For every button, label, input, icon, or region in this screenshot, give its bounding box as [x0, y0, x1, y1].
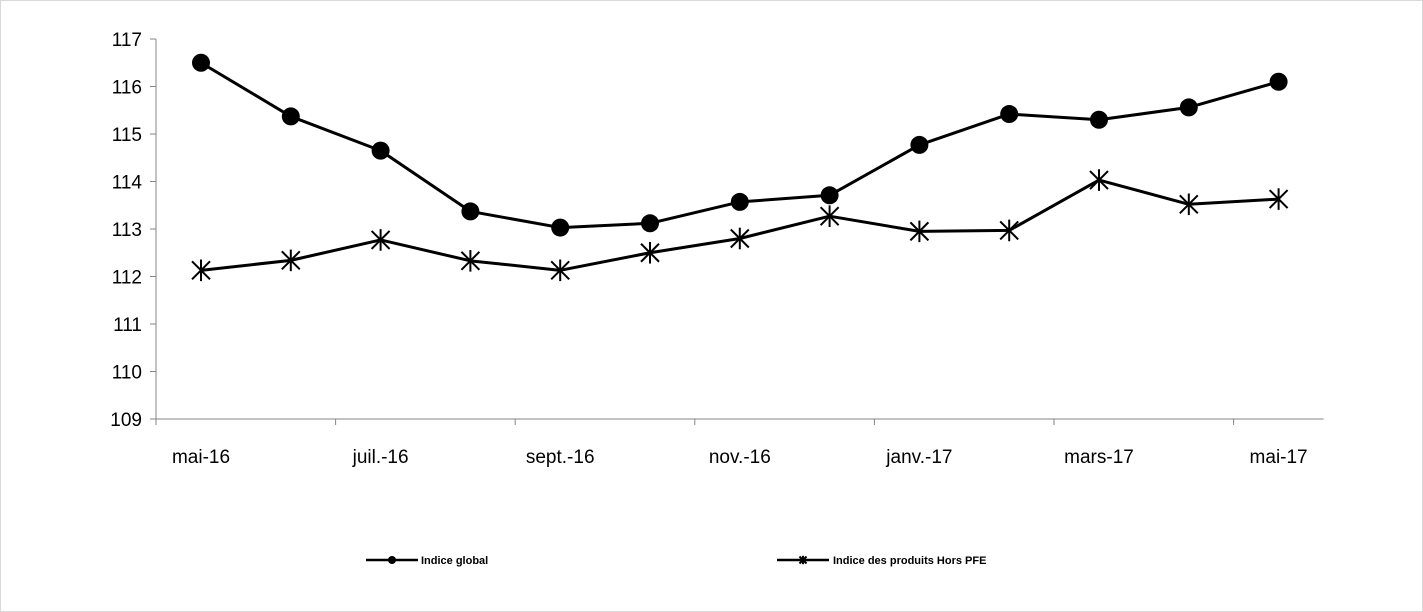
legend: Indice global Indice des produits Hors PF…	[366, 555, 986, 567]
y-tick-label: 117	[112, 30, 142, 51]
y-tick-label: 113	[112, 220, 142, 241]
data-point	[460, 250, 481, 272]
data-point	[371, 141, 390, 160]
data-point	[1000, 105, 1019, 124]
y-tick-label: 112	[112, 268, 142, 289]
data-point	[1179, 98, 1198, 117]
y-tick-label: 109	[110, 410, 142, 431]
data-point	[819, 205, 840, 227]
data-point	[550, 259, 570, 282]
data-point	[1268, 188, 1289, 210]
data-point	[461, 202, 480, 221]
x-tick-label: sept.-16	[526, 447, 595, 468]
x-tick-label: janv.-17	[885, 447, 952, 468]
data-point	[551, 218, 570, 237]
y-tick-label: 115	[112, 125, 142, 146]
series-layer	[191, 53, 1289, 282]
data-point	[730, 227, 750, 250]
legend-label: Indice des produits Hors PFE	[833, 555, 986, 567]
x-tick-label: mars-17	[1064, 447, 1134, 468]
y-tick-label: 116	[112, 78, 142, 99]
x-tick-label: juil.-16	[352, 447, 409, 468]
data-point	[191, 259, 211, 282]
x-tick-label: mai-17	[1250, 447, 1308, 468]
axes: 109 110 111 112 113 114 115 116 117 mai-16 juil.-1…	[110, 30, 1324, 468]
data-point	[1269, 72, 1288, 91]
data-point	[281, 249, 301, 272]
data-point	[910, 135, 929, 154]
data-point	[641, 214, 659, 233]
legend-marker	[798, 555, 808, 565]
legend-label: Indice global	[421, 555, 488, 567]
y-tick-label: 114	[112, 173, 143, 194]
y-tick-label: 110	[112, 363, 142, 384]
data-point	[1090, 110, 1108, 129]
data-point	[730, 192, 749, 211]
series-2	[191, 169, 1289, 282]
data-point	[909, 220, 930, 243]
x-tick-label: nov.-16	[709, 447, 771, 468]
data-point	[1179, 193, 1199, 216]
y-tick-label: 111	[113, 315, 142, 336]
legend-item: Indice global	[366, 555, 488, 567]
data-point	[820, 186, 839, 205]
data-point	[192, 53, 210, 72]
series-1	[192, 53, 1288, 237]
data-point	[640, 241, 660, 264]
data-point	[370, 229, 391, 251]
data-point	[1089, 169, 1109, 191]
data-point	[999, 219, 1019, 242]
data-point	[281, 107, 300, 126]
legend-marker	[388, 556, 396, 564]
legend-item: Indice des produits Hors PFE	[777, 555, 986, 567]
x-tick-label: mai-16	[172, 447, 230, 468]
